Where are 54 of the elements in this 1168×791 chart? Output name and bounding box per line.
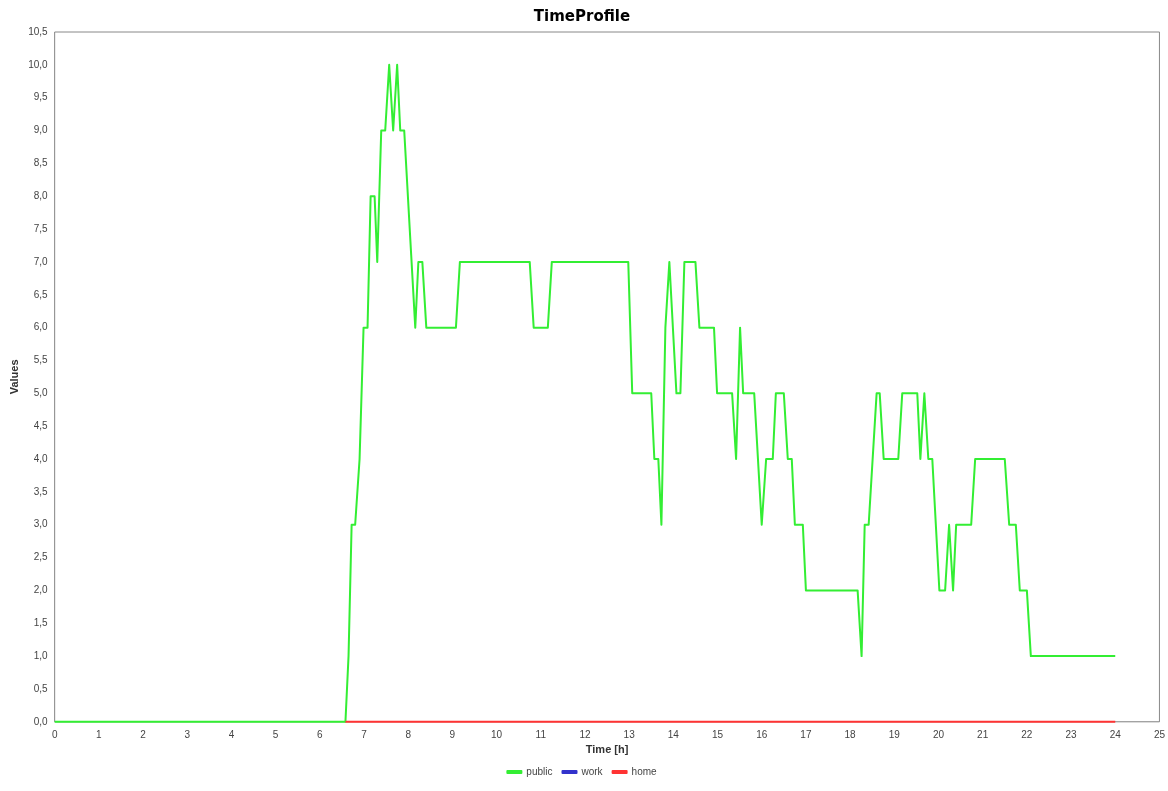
y-tick-label: 10,0 xyxy=(28,58,49,70)
x-tick-label: 16 xyxy=(756,728,768,740)
x-tick-label: 12 xyxy=(579,728,591,740)
x-tick-label: 18 xyxy=(844,728,857,740)
x-tick-label: 0 xyxy=(51,728,58,740)
y-tick-label: 0,5 xyxy=(33,682,49,694)
y-tick-label: 1,0 xyxy=(33,649,49,661)
y-tick-label: 4,0 xyxy=(33,452,49,464)
x-tick-label: 14 xyxy=(667,728,680,740)
y-tick-label: 10,5 xyxy=(28,25,49,37)
x-tick-label: 5 xyxy=(272,728,279,740)
y-tick-label: 5,5 xyxy=(33,354,49,366)
chart-title: TimeProfile xyxy=(533,6,631,25)
legend-label: work xyxy=(580,765,604,777)
y-tick-label: 8,0 xyxy=(33,189,49,201)
y-tick-label: 3,5 xyxy=(33,485,49,497)
x-tick-label: 8 xyxy=(405,728,412,740)
legend-label: home xyxy=(631,765,658,777)
x-tick-label: 23 xyxy=(1065,728,1078,740)
x-tick-label: 2 xyxy=(140,728,147,740)
x-tick-label: 6 xyxy=(317,728,324,740)
x-tick-label: 1 xyxy=(96,728,103,740)
y-tick-label: 2,0 xyxy=(33,584,49,596)
x-tick-label: 21 xyxy=(977,728,989,740)
y-tick-label: 6,5 xyxy=(33,288,49,300)
y-tick-label: 4,5 xyxy=(33,419,49,431)
x-tick-label: 3 xyxy=(184,728,191,740)
x-tick-label: 24 xyxy=(1109,728,1122,740)
x-tick-label: 13 xyxy=(623,728,636,740)
x-tick-label: 11 xyxy=(535,728,547,740)
x-tick-label: 10 xyxy=(491,728,503,740)
legend-label: public xyxy=(526,765,553,777)
y-tick-label: 2,5 xyxy=(33,551,49,563)
x-tick-label: 15 xyxy=(711,728,724,740)
x-tick-label: 17 xyxy=(800,728,812,740)
y-tick-label: 8,5 xyxy=(33,157,49,169)
x-tick-label: 19 xyxy=(888,728,901,740)
x-axis-title: Time [h] xyxy=(585,743,629,756)
y-tick-label: 9,0 xyxy=(33,124,49,136)
x-tick-label: 7 xyxy=(361,728,368,740)
y-tick-label: 1,5 xyxy=(33,617,49,629)
y-tick-label: 9,5 xyxy=(33,91,49,103)
x-tick-label: 22 xyxy=(1021,728,1033,740)
x-tick-label: 9 xyxy=(449,728,456,740)
y-tick-label: 3,0 xyxy=(33,518,49,530)
y-tick-label: 7,5 xyxy=(33,222,49,234)
y-tick-label: 7,0 xyxy=(33,255,49,267)
x-tick-label: 20 xyxy=(932,728,945,740)
x-tick-label: 4 xyxy=(228,728,235,740)
y-tick-label: 0,0 xyxy=(33,715,49,727)
x-tick-label: 25 xyxy=(1153,728,1166,740)
y-axis-title: Values xyxy=(7,359,20,395)
y-tick-label: 6,0 xyxy=(33,321,49,333)
y-tick-label: 5,0 xyxy=(33,387,49,399)
